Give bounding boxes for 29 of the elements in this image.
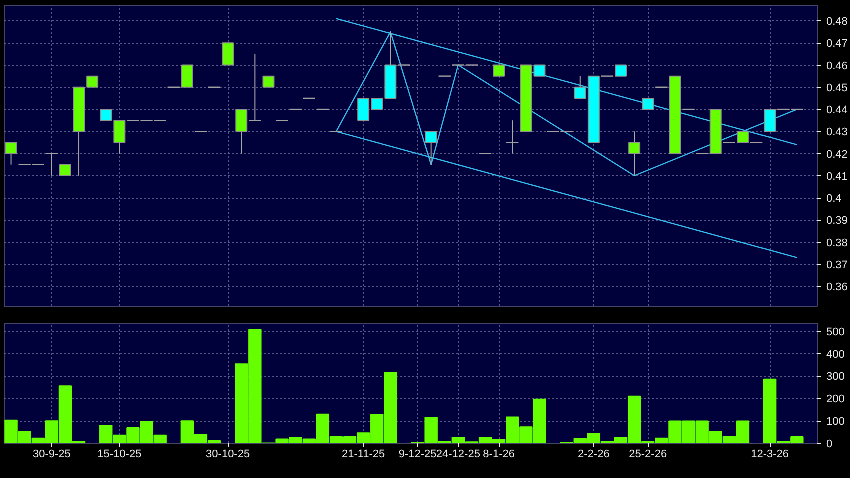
y-tick-label: 500: [826, 326, 845, 338]
x-tick-label: 8-1-26: [483, 448, 515, 460]
y-tick-label: 0.38: [826, 237, 848, 250]
y-tick-label: 200: [826, 394, 845, 406]
y-tick-label: 0.42: [826, 148, 848, 161]
y-tick-label: 0.44: [826, 104, 848, 117]
x-tick-label: 2-2-26: [578, 448, 610, 460]
y-tick-label: 0.43: [826, 126, 848, 139]
y-tick-label: 0.39: [826, 215, 848, 228]
x-tick-label: 9-12-25: [398, 448, 437, 460]
y-tick-label: 0.36: [826, 282, 848, 294]
y-tick-label: 0.37: [826, 259, 848, 272]
y-tick-label: 100: [826, 416, 845, 428]
y-tick-label: 0.46: [826, 60, 848, 72]
y-tick-label: 300: [826, 371, 845, 384]
x-tick-label: 21-11-25: [342, 448, 386, 460]
y-tick-label: 0.47: [826, 38, 848, 50]
y-tick-label: 0.41: [826, 170, 848, 183]
x-tick-label: 30-10-25: [206, 448, 250, 460]
y-tick-label: 0.48: [826, 16, 848, 28]
x-tick-label: 30-9-25: [32, 448, 71, 460]
x-tick-label: 25-2-26: [629, 448, 668, 460]
x-tick-label: 24-12-25: [436, 448, 480, 460]
y-tick-label: 0: [826, 438, 833, 450]
y-tick-label: 0.4: [826, 193, 842, 206]
x-tick-label: 12-3-26: [751, 448, 790, 460]
x-tick-label: 15-10-25: [98, 448, 142, 460]
y-tick-label: 0.45: [826, 82, 848, 94]
y-tick-label: 400: [826, 348, 845, 361]
